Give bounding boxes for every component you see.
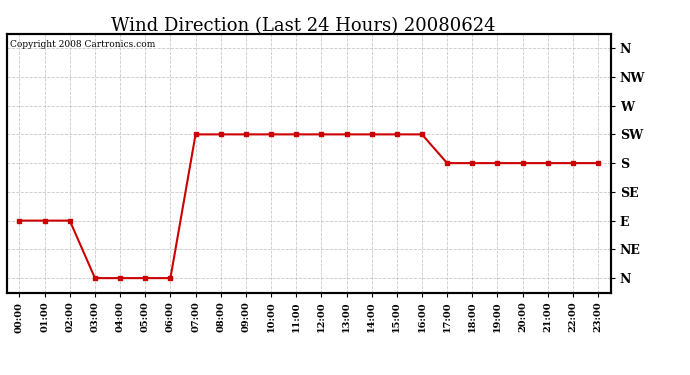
Text: Wind Direction (Last 24 Hours) 20080624: Wind Direction (Last 24 Hours) 20080624	[111, 17, 496, 35]
Text: Copyright 2008 Cartronics.com: Copyright 2008 Cartronics.com	[10, 40, 155, 49]
